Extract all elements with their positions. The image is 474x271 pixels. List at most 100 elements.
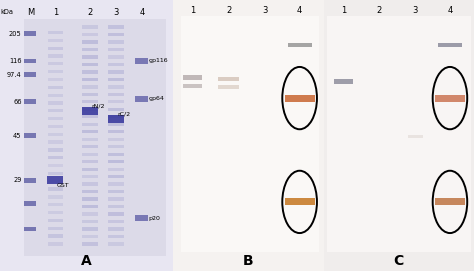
- Bar: [108, 197, 124, 201]
- Bar: [82, 182, 98, 186]
- Bar: [82, 205, 98, 208]
- Bar: [24, 31, 36, 36]
- Bar: [82, 108, 98, 111]
- Text: 3: 3: [113, 8, 118, 17]
- Bar: [48, 203, 63, 207]
- Bar: [284, 198, 315, 205]
- Bar: [47, 176, 64, 184]
- Bar: [108, 138, 124, 141]
- Bar: [183, 75, 202, 80]
- Bar: [108, 108, 124, 111]
- Bar: [48, 180, 63, 183]
- Text: p20: p20: [149, 216, 161, 221]
- Bar: [218, 77, 239, 81]
- Text: gp64: gp64: [149, 96, 164, 101]
- Bar: [48, 234, 63, 238]
- Text: rC/2: rC/2: [118, 112, 131, 117]
- Bar: [108, 93, 124, 96]
- Bar: [183, 84, 202, 88]
- Text: 29: 29: [13, 177, 22, 183]
- Text: 205: 205: [9, 31, 22, 37]
- Bar: [82, 123, 98, 126]
- Text: C: C: [394, 254, 404, 268]
- Bar: [108, 227, 124, 231]
- Bar: [82, 212, 98, 216]
- Bar: [24, 19, 166, 256]
- Bar: [48, 93, 63, 97]
- Bar: [82, 227, 98, 231]
- Bar: [181, 16, 319, 252]
- Text: 2: 2: [87, 8, 92, 17]
- Bar: [48, 54, 63, 58]
- Bar: [24, 178, 36, 183]
- Bar: [48, 242, 63, 246]
- Text: 1: 1: [53, 8, 58, 17]
- Bar: [135, 96, 148, 102]
- Bar: [435, 95, 465, 102]
- Text: 3: 3: [262, 6, 268, 15]
- Bar: [82, 48, 98, 51]
- Text: B: B: [243, 254, 254, 268]
- Bar: [48, 31, 63, 34]
- Bar: [82, 220, 98, 223]
- Bar: [82, 93, 98, 96]
- Text: 3: 3: [413, 6, 418, 15]
- Bar: [48, 62, 63, 66]
- Text: 1: 1: [190, 6, 195, 15]
- Text: 97.4: 97.4: [7, 72, 22, 78]
- Bar: [82, 153, 98, 156]
- Bar: [108, 160, 124, 163]
- Bar: [24, 133, 36, 138]
- Bar: [48, 39, 63, 42]
- Bar: [108, 55, 124, 59]
- Text: gp116: gp116: [149, 59, 168, 63]
- Bar: [288, 43, 312, 47]
- Text: 1: 1: [341, 6, 346, 15]
- Bar: [82, 167, 98, 171]
- Text: GST: GST: [57, 183, 70, 188]
- Bar: [82, 100, 98, 104]
- Bar: [135, 215, 148, 221]
- Text: 45: 45: [13, 133, 22, 138]
- Bar: [24, 201, 36, 206]
- Bar: [82, 242, 98, 246]
- Bar: [82, 70, 98, 74]
- Text: 116: 116: [9, 58, 22, 64]
- Bar: [108, 220, 124, 223]
- Bar: [108, 100, 124, 104]
- Bar: [82, 175, 98, 178]
- Bar: [48, 172, 63, 175]
- Bar: [108, 130, 124, 133]
- Bar: [48, 211, 63, 214]
- Bar: [24, 99, 36, 104]
- Bar: [108, 242, 124, 246]
- Text: rN/2: rN/2: [91, 104, 105, 108]
- Text: 4: 4: [297, 6, 302, 15]
- Bar: [48, 117, 63, 120]
- Bar: [108, 123, 124, 126]
- Bar: [82, 160, 98, 163]
- Bar: [82, 107, 98, 115]
- Text: 2: 2: [226, 6, 231, 15]
- Bar: [82, 130, 98, 133]
- Bar: [48, 156, 63, 159]
- Bar: [108, 153, 124, 156]
- Bar: [334, 79, 353, 84]
- Bar: [82, 40, 98, 44]
- Bar: [82, 78, 98, 81]
- Bar: [108, 115, 124, 123]
- Bar: [82, 138, 98, 141]
- Bar: [82, 85, 98, 89]
- Bar: [108, 33, 124, 36]
- Bar: [48, 148, 63, 151]
- Bar: [327, 16, 471, 252]
- Bar: [48, 188, 63, 191]
- Bar: [82, 145, 98, 148]
- Bar: [48, 133, 63, 136]
- Text: A: A: [81, 254, 92, 268]
- Bar: [108, 145, 124, 148]
- Bar: [48, 70, 63, 73]
- Bar: [438, 43, 462, 47]
- Bar: [48, 125, 63, 128]
- Bar: [82, 63, 98, 66]
